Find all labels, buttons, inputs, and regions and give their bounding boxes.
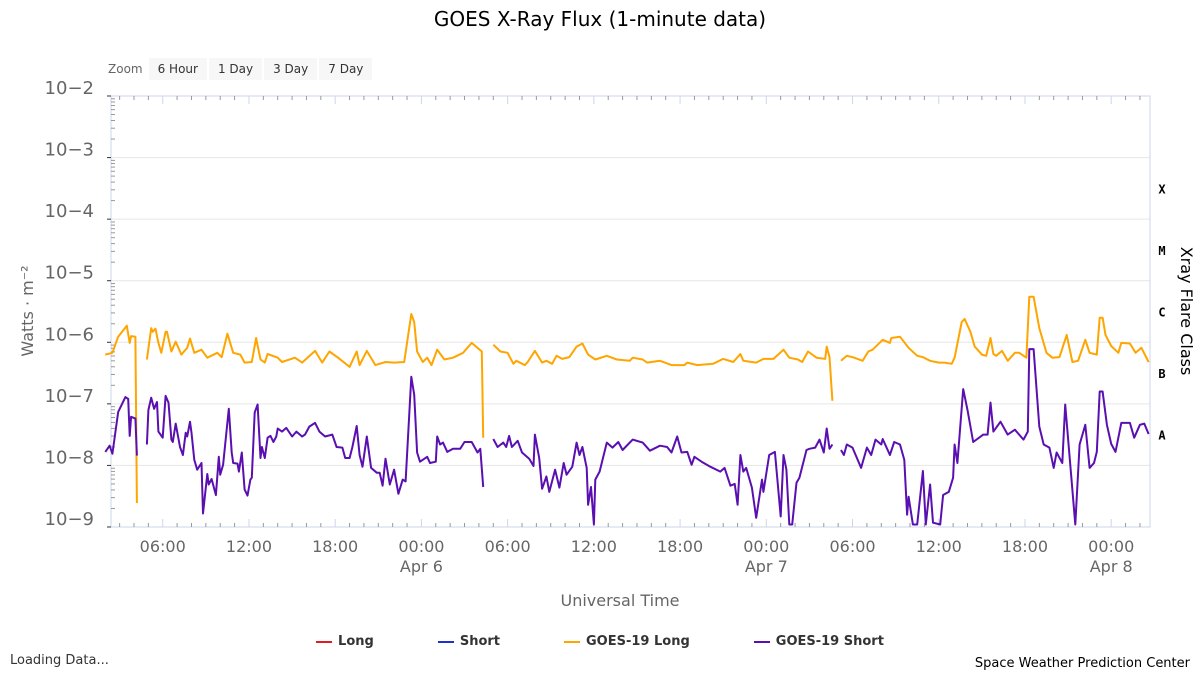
x-tick-label: 12:00 (571, 537, 617, 556)
axes: 10−2 10−3 10−4 10−5 10−6 10−7 10−8 10−9 06:00 12:… (45, 78, 1167, 576)
x-tick-label: 06:00 (829, 537, 875, 556)
series-group (104, 295, 1150, 526)
y-tick-label: 10−4 (45, 201, 94, 222)
legend-item-goes19-long[interactable]: GOES-19 Long (522, 634, 690, 649)
legend-item-long[interactable]: Long (316, 634, 374, 649)
series-goes-19-short (104, 348, 1150, 526)
zoom-1-day-button[interactable]: 1 Day (208, 58, 263, 80)
zoom-bar: Zoom 6 Hour 1 Day 3 Day 7 Day (108, 58, 373, 80)
y-tick-label: 10−5 (45, 263, 94, 284)
grid-lines (111, 95, 1150, 528)
y-tick-label: 10−6 (45, 324, 94, 345)
series-line-segment (104, 396, 138, 456)
legend-label: GOES-19 Long (586, 634, 690, 649)
x-tick-label: 18:00 (657, 537, 703, 556)
legend-label: GOES-19 Short (775, 634, 884, 649)
x-tick-label: 18:00 (1002, 537, 1048, 556)
legend-swatch (753, 640, 770, 643)
x-tick-label: 12:00 (226, 537, 272, 556)
chart-title: GOES X-Ray Flux (1-minute data) (434, 7, 766, 31)
y-tick-label: 10−2 (45, 78, 94, 99)
y-tick-label: 10−3 (45, 140, 94, 161)
legend: Long Short GOES-19 Long GOES-19 Short (0, 634, 1200, 649)
zoom-label: Zoom (108, 62, 143, 76)
series-line-segment (840, 295, 1150, 365)
series-line-segment (492, 342, 834, 401)
x-tick-date: Apr 7 (745, 557, 788, 576)
x-axis-title: Universal Time (560, 591, 679, 610)
flare-class-label: C (1158, 306, 1165, 320)
series-line-segment (105, 324, 138, 504)
legend-label: Long (338, 634, 374, 649)
plot-border (110, 95, 1151, 528)
series-line-segment (145, 313, 485, 438)
legend-swatch (316, 640, 333, 643)
zoom-3-day-button[interactable]: 3 Day (264, 58, 318, 80)
y-tick-label: 10−8 (45, 447, 94, 468)
legend-swatch (437, 640, 454, 643)
series-goes-19-long (105, 295, 1150, 504)
legend-swatch (564, 640, 581, 643)
y2-axis-title: Xray Flare Class (1177, 247, 1196, 376)
zoom-7-day-button[interactable]: 7 Day (319, 58, 373, 80)
flare-class-label: M (1158, 244, 1165, 258)
y-tick-label: 10−7 (45, 386, 94, 407)
x-tick-label: 18:00 (312, 537, 358, 556)
legend-label: Short (459, 634, 501, 649)
flare-class-label: X (1158, 182, 1166, 196)
x-tick-label: 00:00 (1088, 537, 1134, 556)
y-axis-title: Watts · m⁻² (18, 265, 37, 356)
series-line-segment (145, 375, 485, 515)
flare-class-label: B (1158, 367, 1165, 381)
x-tick-date: Apr 8 (1090, 557, 1133, 576)
loading-status: Loading Data... (10, 653, 109, 668)
credit-text: Space Weather Prediction Center (974, 656, 1190, 671)
flare-class-label: A (1158, 429, 1166, 443)
x-tick-label: 00:00 (398, 537, 444, 556)
x-tick-label: 00:00 (743, 537, 789, 556)
legend-item-goes19-short[interactable]: GOES-19 Short (712, 634, 884, 649)
x-tick-label: 06:00 (485, 537, 531, 556)
series-line-segment (840, 348, 1150, 526)
legend-item-short[interactable]: Short (396, 634, 500, 649)
x-tick-label: 12:00 (916, 537, 962, 556)
x-tick-label: 06:00 (140, 537, 186, 556)
series-line-segment (492, 427, 834, 526)
zoom-6-hour-button[interactable]: 6 Hour (148, 58, 207, 80)
y-tick-label: 10−9 (45, 509, 94, 530)
x-tick-date: Apr 6 (400, 557, 443, 576)
